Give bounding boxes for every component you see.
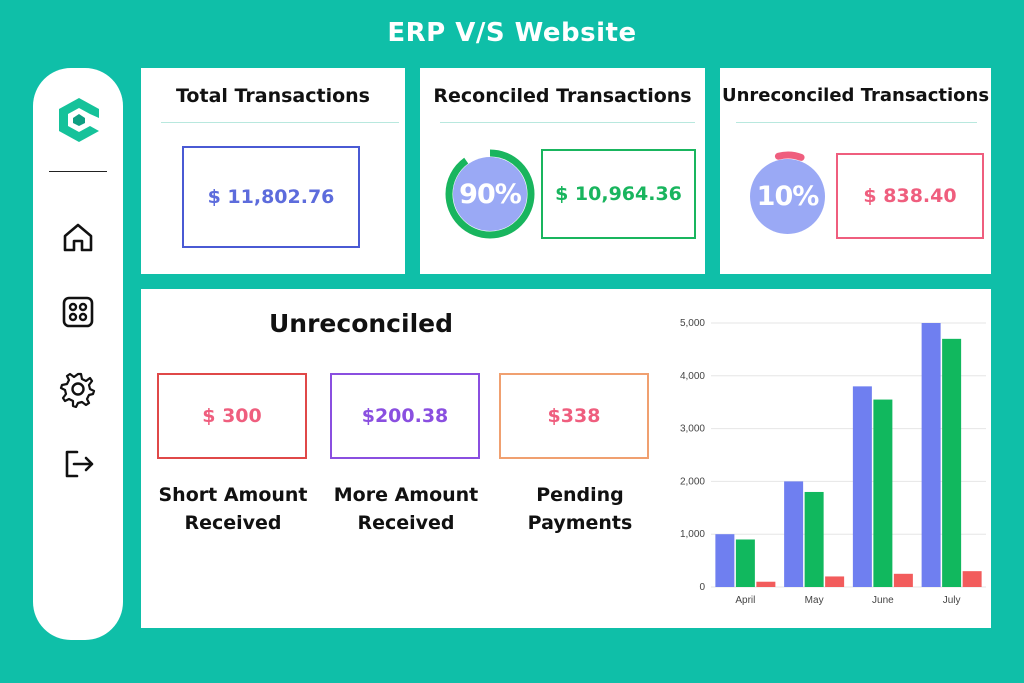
x-tick-label: July [943, 595, 961, 606]
bar-june-series-2 [873, 399, 893, 587]
bar-july-series-2 [942, 338, 962, 587]
monthly-bar-chart: 0 1,000 2,000 3,000 4,000 5,000 April May June Ju… [680, 318, 986, 606]
logout-icon [65, 450, 94, 478]
total-transactions-card: Total Transactions $ 11,802.76 [141, 68, 405, 274]
short-amount-box: $ 300 [157, 373, 307, 459]
sidebar-item-dashboard[interactable] [59, 293, 97, 331]
bar-july-series-3 [962, 571, 982, 587]
home-icon [63, 223, 93, 252]
reconciled-amount: $ 10,964.36 [541, 149, 696, 239]
reconciled-transactions-card: Reconciled Transactions 90% $ 10,964.36 [420, 68, 705, 274]
sidebar [33, 68, 123, 640]
reconciled-percent: 90% [453, 157, 527, 231]
label-line: Received [184, 512, 282, 534]
more-amount-box: $200.38 [330, 373, 480, 459]
bar-april-series-2 [735, 539, 755, 587]
bar-may-series-3 [825, 576, 845, 587]
y-tick-label: 2,000 [680, 476, 705, 487]
y-tick-label: 4,000 [680, 371, 705, 382]
sidebar-item-logout[interactable] [59, 445, 97, 483]
page-title: ERP V/S Website [387, 18, 637, 48]
label-line: Short Amount [158, 484, 308, 506]
unreconciled-transactions-card: Unreconciled Transactions 10% $ 838.40 [720, 68, 991, 274]
unreconciled-amount: $ 838.40 [836, 153, 984, 239]
x-tick-label: April [735, 595, 755, 606]
pending-payments-box: $338 [499, 373, 649, 459]
card-title: Unreconciled Transactions [721, 85, 990, 106]
bar-july-series-1 [921, 323, 941, 587]
brand-logo-icon [56, 96, 102, 144]
y-tick-label: 3,000 [680, 424, 705, 435]
sidebar-divider [49, 171, 107, 172]
bar-april-series-1 [715, 534, 735, 587]
y-tick-label: 1,000 [680, 529, 705, 540]
card-divider [161, 122, 399, 123]
card-title: Reconciled Transactions [433, 85, 692, 107]
gear-icon [59, 372, 96, 409]
label-line: Payments [527, 512, 633, 534]
unreconciled-progress-ring [747, 151, 829, 233]
y-tick-label: 0 [699, 582, 705, 593]
total-amount: $ 11,802.76 [182, 146, 360, 248]
bar-may-series-2 [804, 491, 824, 587]
section-title: Unreconciled [269, 309, 453, 338]
card-title: Total Transactions [176, 85, 370, 107]
label-line: Pending [536, 484, 624, 506]
sidebar-item-home[interactable] [59, 218, 97, 256]
dashboard-grid-icon [62, 296, 94, 328]
bar-may-series-1 [784, 481, 804, 587]
label-line: More Amount [333, 484, 479, 506]
sidebar-item-settings[interactable] [59, 370, 97, 409]
card-divider [736, 122, 977, 123]
pending-payments-label: Pending Payments [496, 481, 664, 537]
unreconciled-percent: 10% [750, 159, 825, 234]
y-tick-label: 5,000 [680, 318, 705, 329]
bar-april-series-3 [756, 581, 776, 587]
reconciled-progress-ring [445, 149, 535, 239]
short-amount-label: Short Amount Received [149, 481, 317, 537]
x-tick-label: June [872, 595, 894, 606]
card-divider [440, 122, 695, 123]
bar-june-series-3 [893, 573, 913, 587]
more-amount-label: More Amount Received [322, 481, 490, 537]
x-tick-label: May [805, 595, 824, 606]
unreconciled-panel: Unreconciled $ 300 $200.38 $338 Short Am… [141, 289, 991, 628]
bar-june-series-1 [852, 386, 872, 587]
label-line: Received [357, 512, 455, 534]
